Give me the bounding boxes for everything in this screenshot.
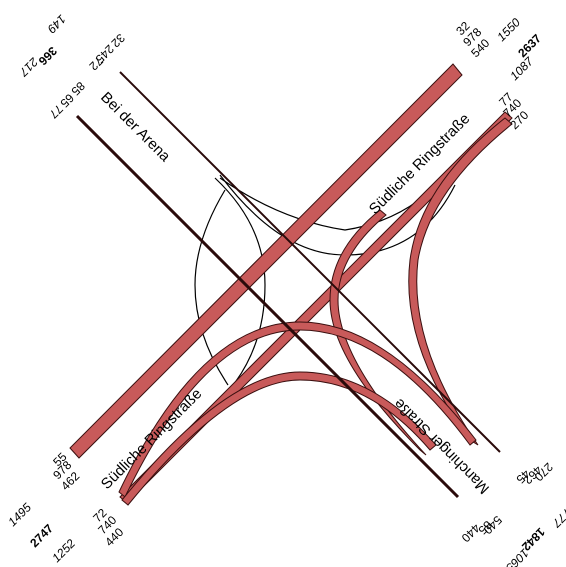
flow-band-south-inner: [121, 371, 437, 506]
street-label-bei-der-arena: Bei der Arena: [97, 89, 174, 166]
curve-west-inner: [194, 189, 229, 386]
arm-ne: 32 978 540 1550 2637 1087 77 740 270: [453, 15, 544, 132]
arm-sw: 55 978 462 1495 2747 1252 72 740 440: [5, 450, 126, 566]
ne-total: 2637: [515, 31, 544, 60]
sw-total-out: 1252: [49, 536, 78, 565]
curve-west: [214, 177, 266, 396]
flow-band-sw-ne: [69, 63, 463, 459]
ne-total-out: 1087: [507, 53, 537, 83]
ne-total-in: 1550: [494, 15, 523, 44]
flow-line-nw-se-b: [119, 71, 501, 453]
se-total-in: 777: [549, 506, 566, 531]
flow-line-nw-se-a: [75, 114, 460, 499]
flow-band-east-curve: [408, 117, 513, 446]
sw-total-in: 1495: [5, 500, 34, 529]
nw-total-in: 149: [44, 12, 68, 36]
sw-total: 2747: [27, 521, 56, 550]
flow-band-south-curve: [118, 321, 477, 498]
flow-band-east-inner: [329, 209, 427, 456]
